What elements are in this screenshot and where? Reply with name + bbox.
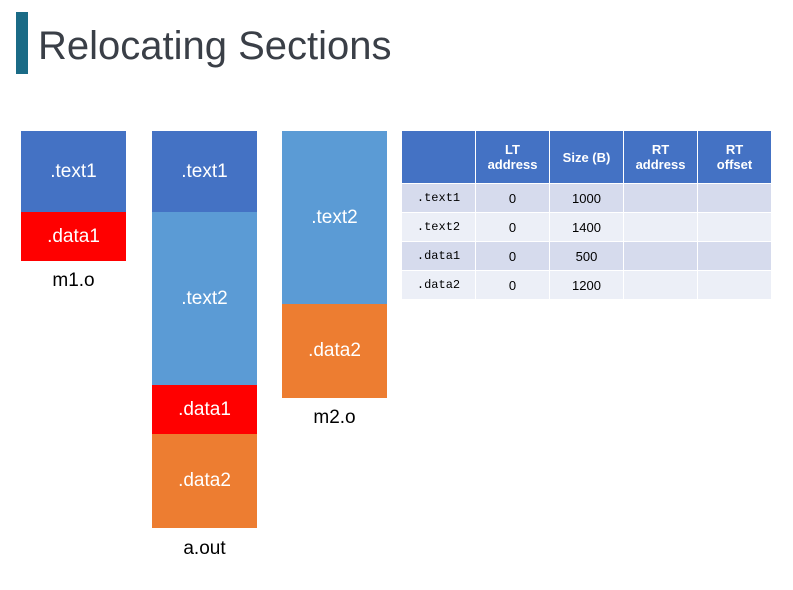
row-size: 1200: [549, 270, 624, 300]
row-name: .text2: [401, 212, 476, 242]
row-size: 1000: [549, 183, 624, 213]
m2-caption: m2.o: [313, 407, 356, 428]
header-size: Size (B): [549, 130, 624, 184]
row-rt-address: [623, 212, 698, 242]
row-rt-offset: [697, 212, 772, 242]
row-size: 1400: [549, 212, 624, 242]
row-rt-address: [623, 241, 698, 271]
table-header-row: LT address Size (B) RT address RT offset: [401, 130, 772, 184]
row-rt-offset: [697, 241, 772, 271]
table-row: .text2 0 1400: [401, 212, 772, 242]
row-name: .text1: [401, 183, 476, 213]
header-rt-offset-label: RT offset: [716, 142, 753, 172]
table-row: .data2 0 1200: [401, 270, 772, 300]
m2-data2-section: .data2: [282, 304, 387, 398]
row-lt-address: 0: [475, 241, 550, 271]
m1-data1-section: .data1: [21, 212, 126, 261]
aout-text1-section: .text1: [152, 131, 257, 212]
aout-caption: a.out: [183, 538, 226, 559]
aout-data2-section: .data2: [152, 434, 257, 528]
row-rt-offset: [697, 270, 772, 300]
header-rt-address: RT address: [623, 130, 698, 184]
row-rt-address: [623, 270, 698, 300]
row-lt-address: 0: [475, 183, 550, 213]
m1-caption: m1.o: [52, 270, 95, 291]
page-title: Relocating Sections: [38, 24, 392, 68]
aout-data1-section: .data1: [152, 385, 257, 434]
aout-text2-section: .text2: [152, 212, 257, 385]
row-rt-offset: [697, 183, 772, 213]
header-rt-address-label: RT address: [635, 142, 686, 172]
header-lt-address-label: LT address: [487, 142, 538, 172]
row-lt-address: 0: [475, 212, 550, 242]
row-rt-address: [623, 183, 698, 213]
table-row: .data1 0 500: [401, 241, 772, 271]
header-name: [401, 130, 476, 184]
row-name: .data1: [401, 241, 476, 271]
row-lt-address: 0: [475, 270, 550, 300]
m2-text2-section: .text2: [282, 131, 387, 304]
m1-text1-section: .text1: [21, 131, 126, 212]
row-size: 500: [549, 241, 624, 271]
header-rt-offset: RT offset: [697, 130, 772, 184]
section-table: LT address Size (B) RT address RT offset…: [401, 130, 772, 300]
table-row: .text1 0 1000: [401, 183, 772, 213]
row-name: .data2: [401, 270, 476, 300]
header-lt-address: LT address: [475, 130, 550, 184]
title-accent-bar: [16, 12, 28, 74]
